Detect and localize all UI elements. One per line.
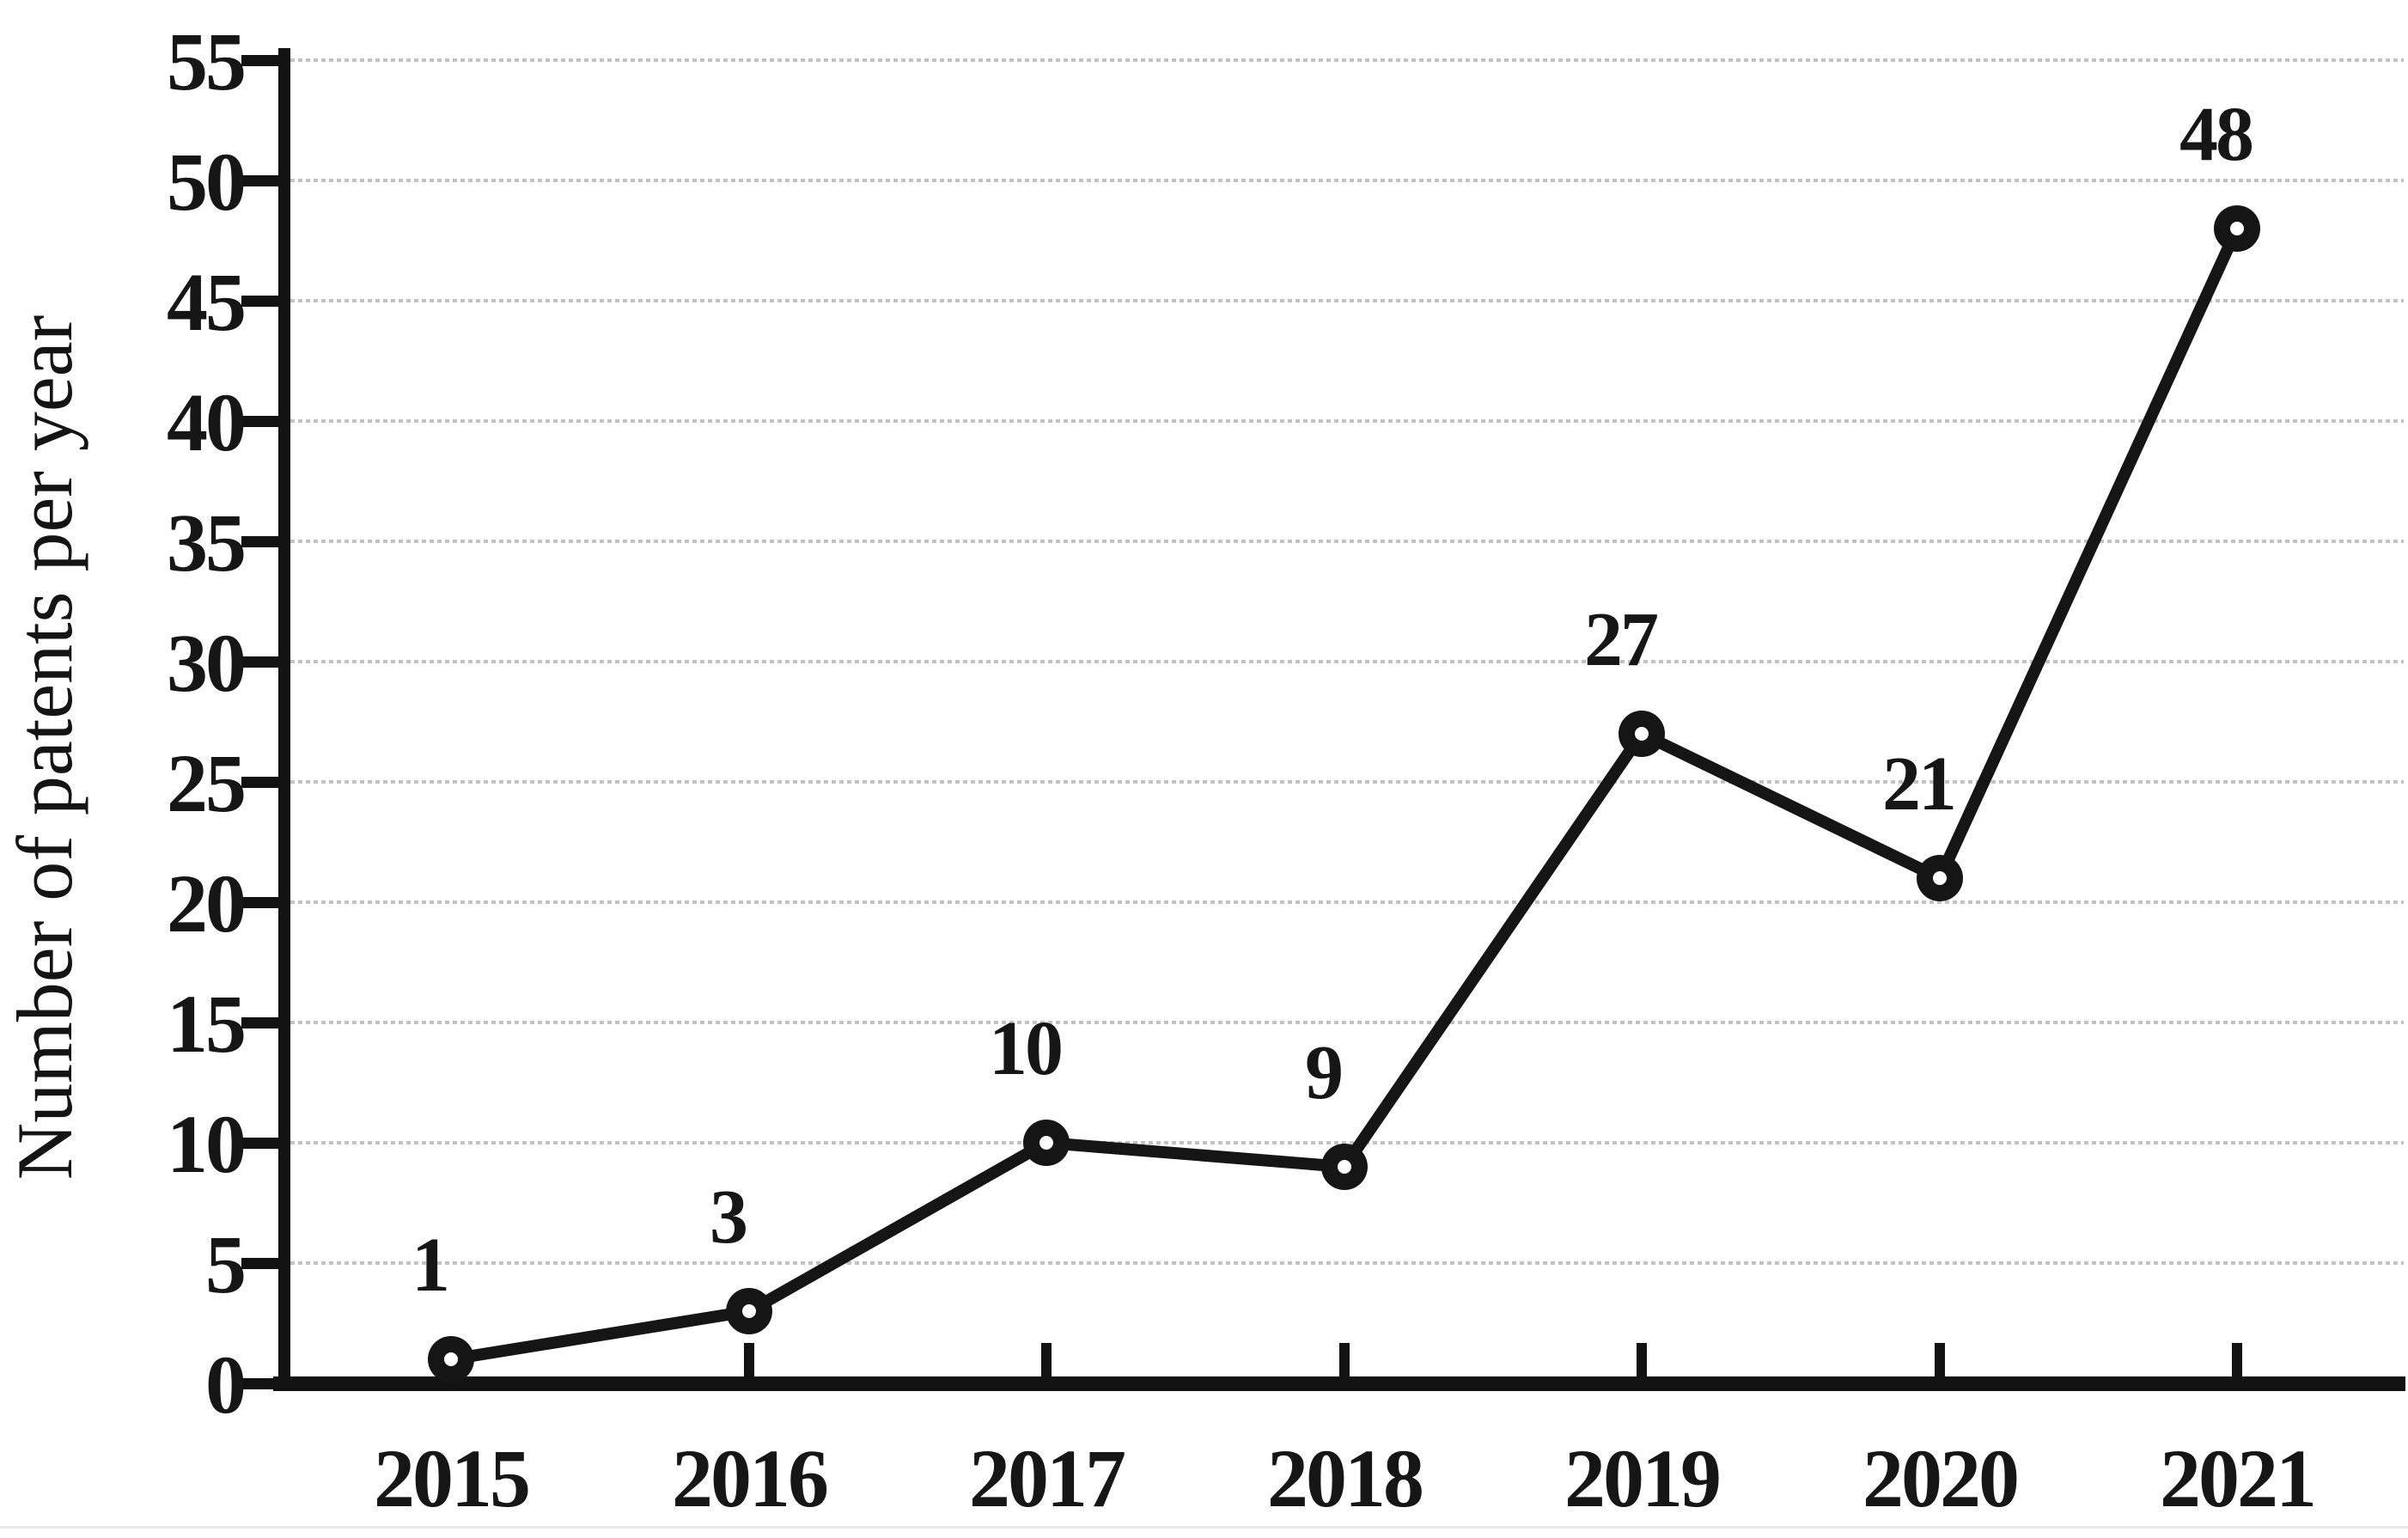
data-point-center (1039, 1136, 1053, 1150)
x-tick-label: 2015 (374, 1432, 528, 1524)
y-tick (241, 897, 284, 908)
data-label: 1 (411, 1223, 448, 1308)
data-point-center (1338, 1160, 1351, 1174)
data-label: 10 (989, 1006, 1061, 1091)
x-tick-label: 2018 (1267, 1432, 1422, 1524)
data-label: 3 (710, 1175, 746, 1260)
y-tick-label: 15 (167, 978, 244, 1070)
x-tick-label: 2017 (969, 1432, 1125, 1524)
x-tick-label: 2019 (1564, 1432, 1719, 1524)
y-tick-label: 10 (167, 1098, 244, 1190)
y-tick-label: 25 (167, 737, 244, 829)
y-axis-line (278, 48, 290, 1390)
y-tick-label: 50 (167, 136, 244, 228)
x-axis-line (273, 1376, 2405, 1391)
data-point-center (2230, 222, 2244, 235)
y-tick (241, 1138, 284, 1149)
x-tick (1637, 1343, 1647, 1383)
y-tick-label: 0 (205, 1339, 244, 1431)
y-tick (241, 1258, 284, 1269)
x-tick (1935, 1343, 1945, 1383)
x-tick (2232, 1343, 2242, 1383)
data-label: 48 (2179, 92, 2253, 177)
data-label: 21 (1882, 742, 1954, 827)
y-tick-label: 45 (167, 256, 244, 348)
y-tick-label: 40 (167, 376, 244, 468)
data-point-center (1933, 871, 1947, 885)
y-tick-label: 30 (167, 617, 244, 709)
y-tick (241, 296, 284, 307)
y-tick (241, 1017, 284, 1028)
data-point-center (444, 1352, 458, 1366)
y-tick (241, 536, 284, 547)
y-tick (241, 777, 284, 788)
x-tick (1339, 1343, 1350, 1383)
data-point-center (1635, 727, 1649, 741)
data-point-center (742, 1304, 756, 1318)
y-tick-label: 35 (167, 497, 244, 589)
x-tick-label: 2021 (2160, 1432, 2314, 1524)
bottom-divider (0, 1526, 2408, 1529)
y-tick (241, 55, 284, 66)
x-tick (744, 1343, 754, 1383)
y-tick-label: 20 (167, 857, 244, 949)
y-tick (241, 175, 284, 186)
x-tick-label: 2016 (672, 1432, 827, 1524)
y-tick (241, 416, 284, 427)
y-axis-title: Number of patents per year (1, 314, 88, 1181)
y-tick-label: 5 (205, 1218, 244, 1310)
data-label: 9 (1305, 1030, 1341, 1115)
y-tick-label: 55 (167, 15, 244, 107)
x-tick-label: 2020 (1862, 1432, 2017, 1524)
data-label: 27 (1584, 597, 1657, 682)
x-tick (1041, 1343, 1052, 1383)
y-tick (241, 656, 284, 668)
